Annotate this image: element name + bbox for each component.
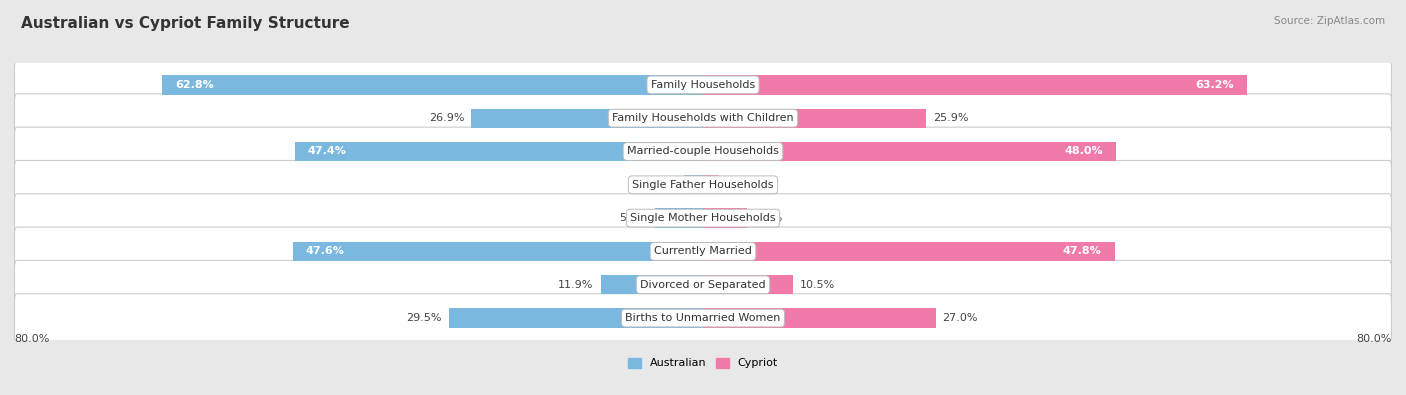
- FancyBboxPatch shape: [14, 194, 1392, 243]
- Text: Family Households: Family Households: [651, 80, 755, 90]
- Text: Divorced or Separated: Divorced or Separated: [640, 280, 766, 290]
- Bar: [703, 209, 747, 228]
- Text: 25.9%: 25.9%: [934, 113, 969, 123]
- Text: 26.9%: 26.9%: [429, 113, 464, 123]
- Bar: [449, 308, 703, 328]
- Text: Source: ZipAtlas.com: Source: ZipAtlas.com: [1274, 16, 1385, 26]
- Text: 2.2%: 2.2%: [648, 180, 678, 190]
- FancyBboxPatch shape: [14, 94, 1392, 143]
- Text: 62.8%: 62.8%: [176, 80, 214, 90]
- FancyBboxPatch shape: [14, 127, 1392, 176]
- FancyBboxPatch shape: [14, 160, 1392, 209]
- FancyBboxPatch shape: [14, 294, 1392, 342]
- FancyBboxPatch shape: [14, 260, 1392, 309]
- Text: 5.1%: 5.1%: [754, 213, 782, 223]
- Text: 47.4%: 47.4%: [308, 147, 347, 156]
- Text: Single Mother Households: Single Mother Households: [630, 213, 776, 223]
- Bar: [703, 275, 793, 294]
- Bar: [295, 142, 703, 161]
- Bar: [703, 109, 927, 128]
- Text: Married-couple Households: Married-couple Households: [627, 147, 779, 156]
- FancyBboxPatch shape: [14, 60, 1392, 109]
- Bar: [703, 308, 935, 328]
- Text: 80.0%: 80.0%: [1357, 334, 1392, 344]
- Text: 29.5%: 29.5%: [406, 313, 441, 323]
- Text: 1.8%: 1.8%: [725, 180, 754, 190]
- Text: Family Households with Children: Family Households with Children: [612, 113, 794, 123]
- Text: 80.0%: 80.0%: [14, 334, 49, 344]
- Text: Births to Unmarried Women: Births to Unmarried Women: [626, 313, 780, 323]
- Text: 47.6%: 47.6%: [307, 246, 344, 256]
- Text: 5.6%: 5.6%: [620, 213, 648, 223]
- Text: Currently Married: Currently Married: [654, 246, 752, 256]
- FancyBboxPatch shape: [14, 227, 1392, 276]
- Text: 47.8%: 47.8%: [1063, 246, 1102, 256]
- Bar: [703, 175, 718, 194]
- Legend: Australian, Cypriot: Australian, Cypriot: [623, 353, 783, 373]
- Bar: [162, 75, 703, 94]
- Bar: [600, 275, 703, 294]
- Text: Australian vs Cypriot Family Structure: Australian vs Cypriot Family Structure: [21, 16, 350, 31]
- Bar: [703, 75, 1247, 94]
- Text: 63.2%: 63.2%: [1195, 80, 1234, 90]
- Text: 48.0%: 48.0%: [1064, 147, 1104, 156]
- Bar: [703, 142, 1116, 161]
- Text: Single Father Households: Single Father Households: [633, 180, 773, 190]
- Bar: [471, 109, 703, 128]
- Text: 11.9%: 11.9%: [558, 280, 593, 290]
- Bar: [685, 175, 703, 194]
- Bar: [292, 242, 703, 261]
- Bar: [703, 242, 1115, 261]
- Bar: [655, 209, 703, 228]
- Text: 10.5%: 10.5%: [800, 280, 835, 290]
- Text: 27.0%: 27.0%: [942, 313, 979, 323]
